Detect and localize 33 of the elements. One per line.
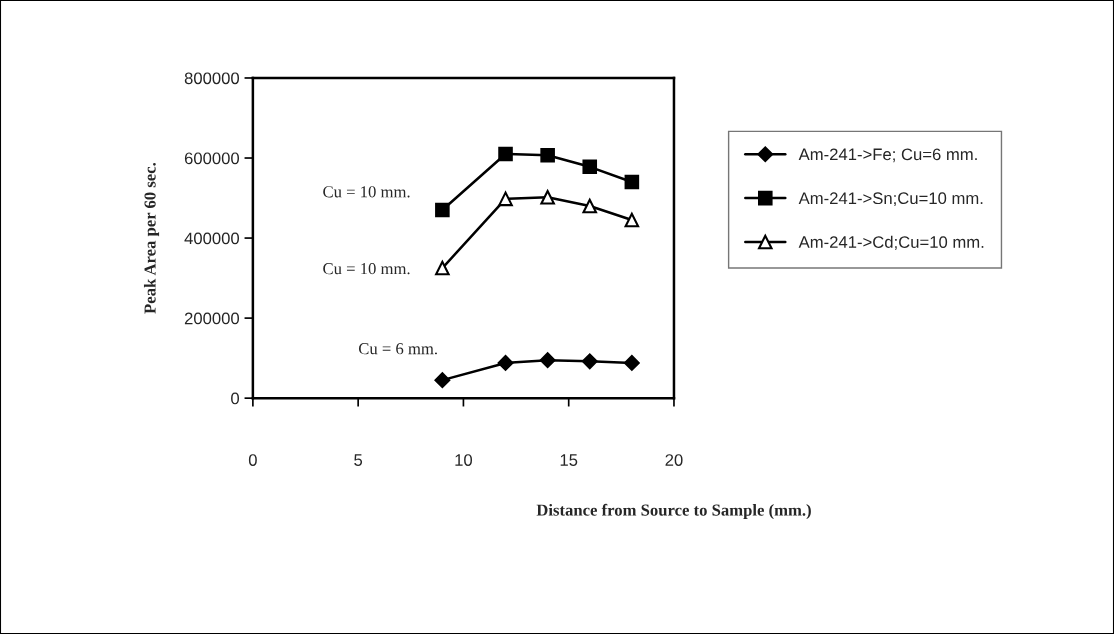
y-tick-label: 200000 — [184, 312, 240, 325]
legend-label: Am-241->Cd;Cu=10 mm. — [798, 235, 984, 250]
legend-label: Am-241->Fe; Cu=6 mm. — [798, 148, 977, 163]
point — [582, 159, 598, 175]
x-tick-label: 10 — [455, 454, 473, 466]
x-tick-label: 20 — [665, 454, 683, 466]
annotation: Cu = 10 mm. — [323, 186, 410, 198]
point — [581, 353, 598, 370]
point — [435, 260, 450, 276]
point — [497, 355, 514, 371]
y-tick-label: 800000 — [184, 72, 240, 85]
x-tick-label: 15 — [560, 454, 578, 466]
annotation: Cu = 10 mm. — [323, 263, 410, 275]
y-axis-title: Peak Area per 60 sec. — [143, 162, 160, 314]
point — [540, 147, 555, 163]
legend-label: Am-241->Sn;Cu=10 mm. — [798, 192, 983, 207]
point — [582, 198, 598, 214]
point — [498, 146, 513, 162]
x-tick-label: 5 — [354, 454, 363, 466]
point — [540, 189, 555, 205]
annotation: Cu = 6 mm. — [358, 343, 437, 355]
x-tick-label: 0 — [248, 454, 257, 466]
point — [434, 372, 451, 389]
x-axis-title: Distance from Source to Sample (mm.) — [536, 503, 811, 520]
point — [623, 355, 640, 371]
point — [624, 174, 640, 190]
y-tick-label: 600000 — [184, 152, 240, 165]
y-tick-label: 400000 — [184, 232, 240, 245]
point — [435, 202, 450, 218]
point — [624, 212, 640, 228]
y-tick-label: 0 — [231, 392, 240, 405]
point — [539, 352, 556, 369]
point — [498, 191, 513, 207]
